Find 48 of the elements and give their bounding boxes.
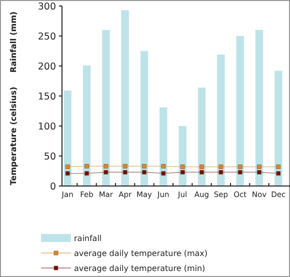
legend-label: average daily temperature (min) (74, 264, 206, 273)
legend-label: average daily temperature (max) (74, 248, 208, 258)
bar (64, 90, 72, 186)
legend-label: rainfall (74, 234, 102, 243)
y-tick-label: 150 (38, 91, 56, 102)
point (276, 164, 281, 169)
point (122, 164, 128, 168)
point (122, 170, 128, 174)
point (238, 170, 242, 174)
y-tick-label: 0 (50, 181, 56, 192)
point (180, 164, 185, 169)
point (84, 164, 89, 168)
point (218, 164, 224, 169)
bar (274, 70, 282, 186)
point (238, 164, 242, 169)
point (142, 170, 146, 174)
point (104, 170, 108, 174)
point (65, 171, 70, 176)
point (257, 164, 262, 169)
point (180, 170, 185, 174)
bar (217, 54, 225, 186)
y-tick-label: 200 (38, 61, 56, 72)
y-tick-label: 50 (44, 151, 56, 162)
bar (255, 30, 264, 186)
point (161, 171, 166, 176)
point (142, 164, 146, 168)
point (257, 170, 262, 174)
bar (236, 36, 244, 186)
bar (178, 126, 186, 186)
point (104, 164, 108, 168)
point (161, 164, 166, 168)
bar (140, 51, 148, 186)
point (218, 170, 224, 174)
bar (160, 107, 168, 186)
point (200, 170, 204, 174)
y-tick-label: 250 (38, 31, 56, 42)
point (276, 171, 281, 176)
y-tick-label: 300 (38, 1, 56, 12)
point (200, 164, 204, 169)
point (65, 164, 70, 169)
y-tick-label: 100 (38, 121, 56, 132)
bar (82, 65, 91, 186)
bar (102, 30, 110, 186)
y2-axis-title: Temperature (celsius) (9, 86, 18, 186)
y-axis-title: Rainfall (mm) (9, 11, 18, 73)
bar (198, 88, 206, 186)
bar (121, 10, 129, 186)
point (84, 171, 89, 176)
